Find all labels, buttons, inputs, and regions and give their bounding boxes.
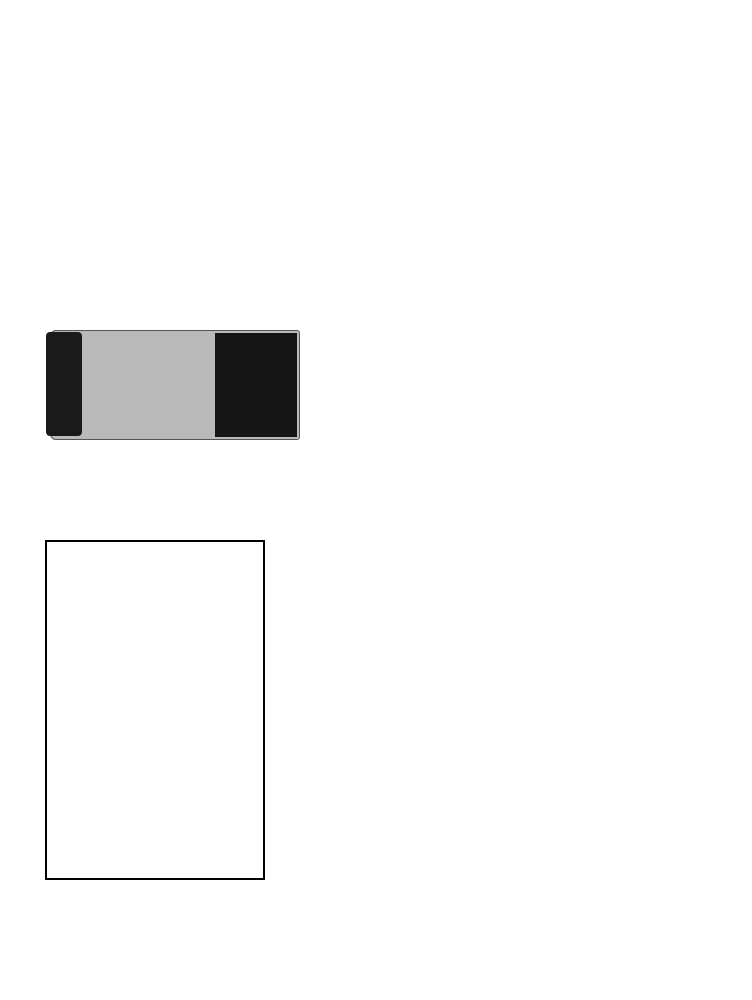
vial-photo xyxy=(50,320,305,440)
figure-rotated-container xyxy=(0,0,752,1000)
histogram-row xyxy=(570,60,730,940)
vial-cap xyxy=(46,332,82,436)
chart-plot-area xyxy=(45,540,265,880)
vial-body xyxy=(50,330,300,440)
cac-chart xyxy=(35,510,315,940)
vial-suspension xyxy=(215,333,297,437)
tem-image-row xyxy=(345,60,555,940)
